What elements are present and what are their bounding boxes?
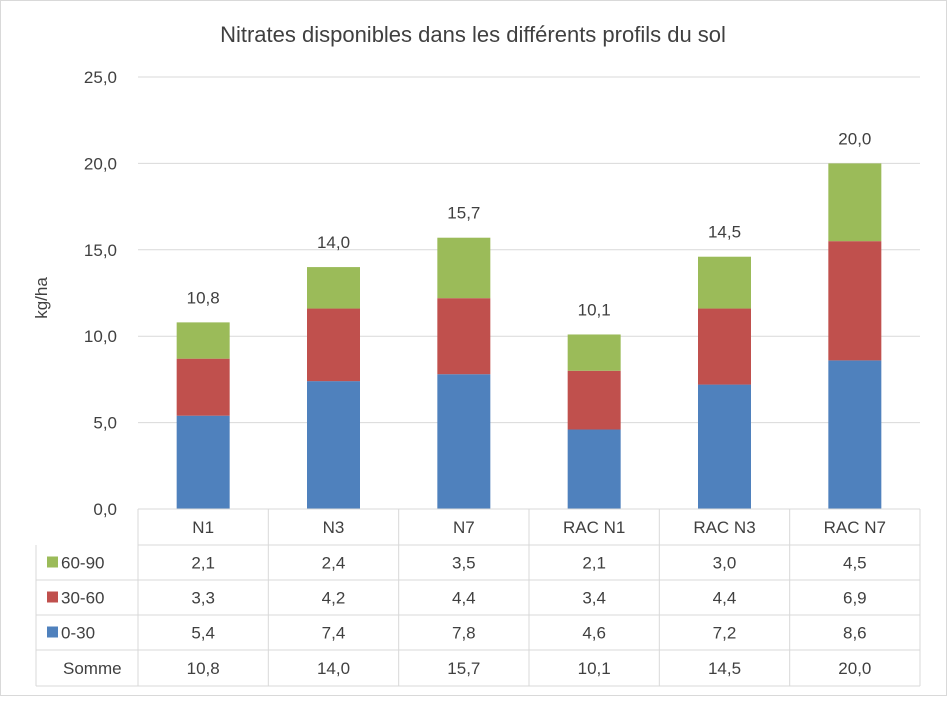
table-cell: 7,2 bbox=[713, 624, 737, 643]
x-category-label: RAC N1 bbox=[563, 518, 625, 537]
table-cell: 4,5 bbox=[843, 554, 867, 573]
y-tick-label: 5,0 bbox=[93, 414, 117, 433]
y-tick-label: 20,0 bbox=[84, 154, 117, 173]
bar-30-60 bbox=[567, 370, 621, 430]
table-cell: 3,3 bbox=[191, 589, 215, 608]
bar-0-30 bbox=[567, 429, 621, 509]
table-cell: 6,9 bbox=[843, 589, 867, 608]
y-tick-label: 25,0 bbox=[84, 68, 117, 87]
bar-60-90 bbox=[567, 334, 621, 371]
bar-0-30 bbox=[698, 384, 751, 509]
bar-0-30 bbox=[176, 415, 230, 509]
table-cell: 10,8 bbox=[187, 659, 220, 678]
total-label: 14,0 bbox=[317, 233, 350, 252]
table-cell: 15,7 bbox=[447, 659, 480, 678]
legend-key-0-30 bbox=[47, 626, 58, 638]
x-category-label: N7 bbox=[453, 518, 475, 537]
table-cell: 20,0 bbox=[838, 659, 871, 678]
bar-60-90 bbox=[176, 322, 230, 359]
legend-label: 0-30 bbox=[61, 624, 95, 643]
y-tick-label: 10,0 bbox=[84, 327, 117, 346]
x-category-label: N3 bbox=[323, 518, 345, 537]
bar-0-30 bbox=[437, 374, 491, 509]
gridlines bbox=[138, 76, 920, 424]
y-tick-label: 15,0 bbox=[84, 241, 117, 260]
bar-30-60 bbox=[698, 308, 751, 385]
table-cell: 14,5 bbox=[708, 659, 741, 678]
total-label: 10,8 bbox=[187, 288, 220, 307]
table-cell: 7,4 bbox=[322, 624, 346, 643]
y-tick-label: 0,0 bbox=[93, 500, 117, 519]
total-label: 15,7 bbox=[447, 204, 480, 223]
x-category-label: N1 bbox=[192, 518, 214, 537]
legend-key-60-90 bbox=[47, 556, 58, 568]
total-label: 10,1 bbox=[578, 300, 611, 319]
table-cell: 3,0 bbox=[713, 554, 737, 573]
y-axis-ticks: 0,0 5,0 10,0 15,0 20,0 25,0 bbox=[84, 68, 117, 519]
bars bbox=[176, 163, 882, 509]
bar-30-60 bbox=[176, 358, 230, 416]
table-cell: 14,0 bbox=[317, 659, 350, 678]
table-cell: 4,4 bbox=[452, 589, 476, 608]
x-category-label: RAC N3 bbox=[693, 518, 755, 537]
bar-0-30 bbox=[828, 360, 882, 509]
bar-60-90 bbox=[307, 267, 360, 309]
table-cell: 2,4 bbox=[322, 554, 346, 573]
total-label: 20,0 bbox=[838, 129, 871, 148]
bar-0-30 bbox=[307, 381, 360, 509]
table-cell: 3,4 bbox=[582, 589, 606, 608]
total-label: 14,5 bbox=[708, 223, 741, 242]
table-cell: 10,1 bbox=[578, 659, 611, 678]
legend-label: 60-90 bbox=[61, 554, 104, 573]
legend-key-30-60 bbox=[47, 591, 58, 603]
bar-60-90 bbox=[828, 163, 882, 242]
total-labels: 10,8 14,0 15,7 10,1 14,5 20,0 bbox=[187, 129, 872, 319]
table-cell: 4,4 bbox=[713, 589, 737, 608]
bar-60-90 bbox=[437, 237, 491, 299]
table-cell: 2,1 bbox=[582, 554, 606, 573]
table-cell: 7,8 bbox=[452, 624, 476, 643]
bar-30-60 bbox=[437, 298, 491, 375]
table-cell: 4,2 bbox=[322, 589, 346, 608]
table-cell: 2,1 bbox=[191, 554, 215, 573]
table-cell: 5,4 bbox=[191, 624, 215, 643]
bar-30-60 bbox=[828, 241, 882, 361]
table-row-label: Somme bbox=[63, 659, 122, 678]
bar-30-60 bbox=[307, 308, 360, 382]
legend-label: 30-60 bbox=[61, 589, 104, 608]
bar-60-90 bbox=[698, 256, 751, 309]
data-table: N1 N3 N7 RAC N1 RAC N3 RAC N7 60-90 2,1 2,4 3,5 2,… bbox=[35, 508, 921, 687]
table-cell: 8,6 bbox=[843, 624, 867, 643]
y-axis-label: kg/ha bbox=[32, 277, 51, 319]
table-cell: 3,5 bbox=[452, 554, 476, 573]
table-cell: 4,6 bbox=[582, 624, 606, 643]
x-category-label: RAC N7 bbox=[824, 518, 886, 537]
chart-title: Nitrates disponibles dans les différents… bbox=[220, 22, 726, 47]
